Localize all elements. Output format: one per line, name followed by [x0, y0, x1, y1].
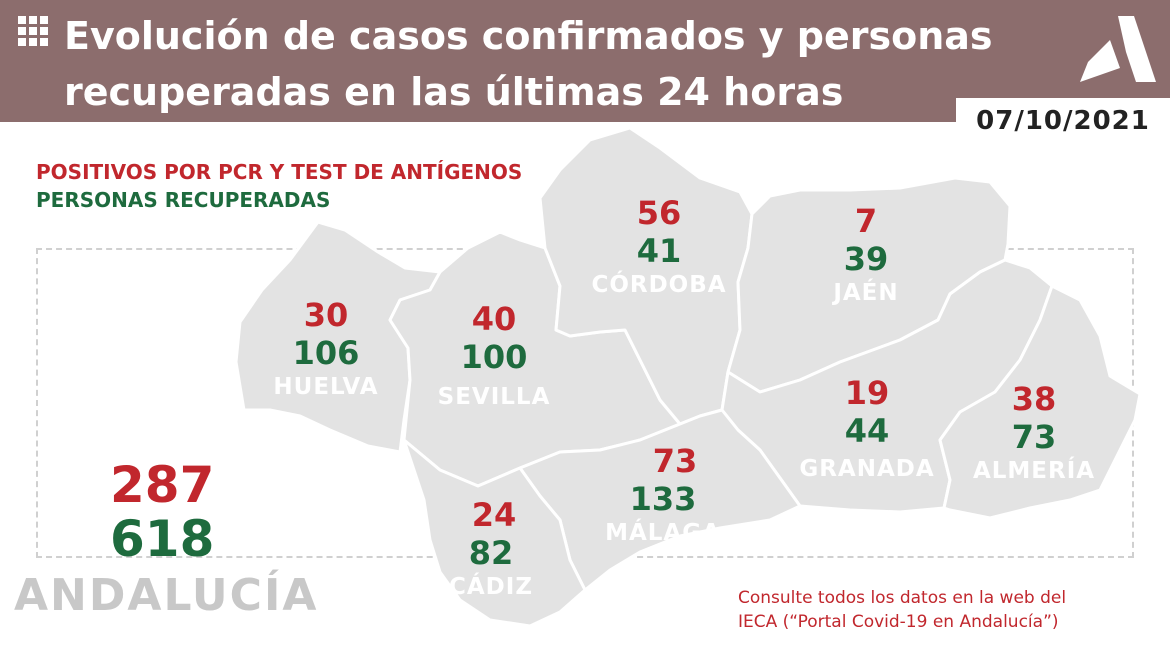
- andalucia-label: ANDALUCÍA: [14, 570, 319, 621]
- huelva-positives: 30: [303, 296, 349, 334]
- cadiz-label: CÁDIZ: [448, 574, 533, 600]
- sevilla-positives: 40: [471, 300, 517, 338]
- legend-recovered: PERSONAS RECUPERADAS: [36, 188, 331, 212]
- almeria-label: ALMERÍA: [972, 458, 1096, 484]
- province-sevilla: 40 100 SEVILLA: [424, 300, 564, 412]
- total-positives: 287: [110, 456, 215, 514]
- cadiz-positives: 24: [471, 496, 517, 534]
- sevilla-label: SEVILLA: [437, 384, 551, 410]
- map-malaga: [518, 408, 802, 592]
- granada-label: GRANADA: [799, 456, 935, 482]
- malaga-label: MÁLAGA: [605, 520, 721, 546]
- sevilla-recovered: 100: [460, 338, 528, 376]
- jaen-positives: 7: [854, 202, 878, 240]
- province-cordoba: 56 41 CÓRDOBA: [580, 194, 738, 300]
- jaen-label: JAÉN: [833, 280, 899, 306]
- almeria-positives: 38: [1011, 380, 1057, 418]
- junta-andalucia-logo-icon: [1080, 16, 1156, 82]
- legend: POSITIVOS POR PCR Y TEST DE ANTÍGENOS PE…: [36, 158, 522, 214]
- source-note: Consulte todos los datos en la web del I…: [738, 586, 1066, 634]
- cordoba-recovered: 41: [636, 232, 682, 270]
- title-line-2: recuperadas en las últimas 24 horas: [64, 70, 844, 114]
- map-cadiz: [402, 438, 587, 628]
- source-note-line-1: Consulte todos los datos en la web del: [738, 588, 1067, 608]
- granada-positives: 19: [844, 374, 890, 412]
- province-almeria: 38 73 ALMERÍA: [966, 380, 1102, 486]
- province-malaga: 73 133 MÁLAGA: [598, 442, 728, 548]
- province-granada: 19 44 GRANADA: [792, 374, 942, 484]
- jaen-recovered: 39: [843, 240, 889, 278]
- huelva-label: HUELVA: [273, 374, 379, 400]
- grid-menu-icon[interactable]: [18, 16, 48, 46]
- title-line-1: Evolución de casos confirmados y persona…: [64, 14, 993, 58]
- andalucia-total: 287 618: [110, 458, 214, 566]
- huelva-recovered: 106: [292, 334, 360, 372]
- header-bar: Evolución de casos confirmados y persona…: [0, 0, 1170, 122]
- cordoba-label: CÓRDOBA: [591, 272, 727, 298]
- malaga-recovered: 133: [629, 480, 697, 518]
- map-almeria: [938, 284, 1142, 520]
- province-huelva: 30 106 HUELVA: [262, 296, 390, 402]
- province-cadiz: 24 82 CÁDIZ: [436, 496, 546, 602]
- cordoba-positives: 56: [636, 194, 682, 232]
- page-title: Evolución de casos confirmados y persona…: [64, 8, 1024, 120]
- malaga-positives: 73: [652, 442, 698, 480]
- granada-recovered: 44: [844, 412, 890, 450]
- map-huelva: [234, 220, 442, 454]
- report-date: 07/10/2021: [956, 98, 1170, 144]
- legend-positives: POSITIVOS POR PCR Y TEST DE ANTÍGENOS: [36, 160, 523, 184]
- province-jaen: 7 39 JAÉN: [806, 202, 926, 308]
- cadiz-recovered: 82: [468, 534, 514, 572]
- total-recovered: 618: [110, 510, 215, 568]
- source-note-line-2: IECA (“Portal Covid-19 en Andalucía”): [738, 612, 1059, 632]
- almeria-recovered: 73: [1011, 418, 1057, 456]
